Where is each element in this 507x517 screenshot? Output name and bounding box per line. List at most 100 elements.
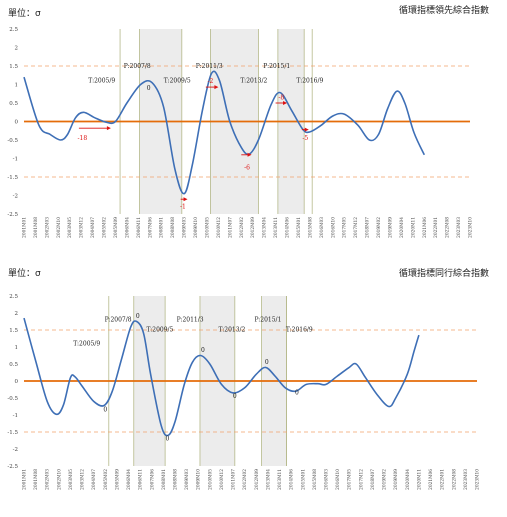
lead-lag-label: -18 bbox=[77, 135, 87, 142]
x-tick-label: 2002M10 bbox=[57, 217, 62, 238]
x-tick-label: 2005M02 bbox=[103, 217, 108, 238]
x-tick-label: 2020M04 bbox=[406, 469, 411, 490]
x-tick-label: 2003M05 bbox=[68, 217, 73, 238]
arrow-head bbox=[304, 127, 309, 132]
lead-lag-label: -5 bbox=[302, 135, 308, 142]
x-tick-label: 2011M07 bbox=[228, 217, 233, 238]
lead-lag-label: 0 bbox=[265, 359, 269, 366]
x-tick-label: 2006M11 bbox=[137, 217, 142, 238]
x-tick-label: 2006M11 bbox=[139, 469, 144, 490]
x-tick-label: 2002M10 bbox=[57, 469, 62, 490]
x-tick-label: 2008M08 bbox=[174, 469, 179, 490]
x-tick-label: 2016M03 bbox=[320, 217, 325, 238]
y-tick-label: -2 bbox=[13, 194, 18, 200]
x-tick-label: 2001M08 bbox=[34, 469, 39, 490]
x-tick-label: 2016M10 bbox=[336, 469, 341, 490]
y-tick-label: 0.5 bbox=[9, 362, 18, 368]
lead-lag-label: 0 bbox=[166, 436, 170, 443]
x-tick-label: 2009M10 bbox=[197, 469, 202, 490]
y-tick-label: -2.5 bbox=[7, 464, 18, 470]
arrow-head bbox=[247, 152, 252, 157]
cycle-label: P:2007/8 bbox=[105, 317, 132, 324]
x-tick-label: 2022M08 bbox=[452, 469, 457, 490]
y-tick-label: -1 bbox=[13, 413, 18, 419]
lead-lag-label: 0 bbox=[295, 390, 299, 397]
x-tick-label: 2002M03 bbox=[46, 469, 51, 490]
x-tick-label: 2017M12 bbox=[359, 469, 364, 490]
x-tick-label: 2008M01 bbox=[162, 469, 167, 490]
x-tick-label: 2008M01 bbox=[160, 217, 165, 238]
x-tick-label: 2017M05 bbox=[343, 217, 348, 238]
x-tick-label: 2020M04 bbox=[400, 217, 405, 238]
x-tick-label: 2020M11 bbox=[417, 469, 422, 490]
lead-lag-label: 0 bbox=[136, 313, 140, 320]
lead-lag-label: -8 bbox=[278, 94, 284, 101]
index-series-line bbox=[23, 317, 420, 437]
x-tick-label: 2010M05 bbox=[208, 469, 213, 490]
x-tick-label: 2003M12 bbox=[81, 469, 86, 490]
lead-lag-label: 0 bbox=[147, 85, 151, 92]
x-tick-label: 2019M09 bbox=[394, 469, 399, 490]
x-tick-label: 2007M06 bbox=[150, 469, 155, 490]
x-tick-label: 2016M10 bbox=[331, 217, 336, 238]
x-tick-label: 2003M05 bbox=[69, 469, 74, 490]
cycle-label: T:2016/9 bbox=[296, 78, 323, 85]
x-tick-label: 2009M03 bbox=[183, 217, 188, 238]
x-tick-label: 2023M03 bbox=[464, 469, 469, 490]
x-tick-label: 2004M07 bbox=[91, 217, 96, 238]
lead-lag-label: 0 bbox=[233, 393, 237, 400]
x-tick-label: 2015M01 bbox=[301, 469, 306, 490]
x-tick-label: 2005M09 bbox=[115, 469, 120, 490]
x-tick-label: 2013M11 bbox=[278, 469, 283, 490]
x-tick-label: 2005M09 bbox=[114, 217, 119, 238]
x-tick-label: 2019M02 bbox=[377, 217, 382, 238]
x-tick-label: 2023M10 bbox=[476, 469, 481, 490]
x-tick-label: 2014M06 bbox=[286, 217, 291, 238]
x-tick-label: 2006M04 bbox=[125, 217, 130, 238]
cycle-label: T:2009/5 bbox=[146, 327, 173, 334]
x-tick-label: 2003M12 bbox=[80, 217, 85, 238]
x-tick-label: 2018M07 bbox=[371, 469, 376, 490]
x-tick-label: 2005M02 bbox=[104, 469, 109, 490]
cycle-label: P:2011/3 bbox=[177, 317, 204, 324]
cycle-label: T:2005/9 bbox=[88, 78, 115, 85]
y-tick-label: -0.5 bbox=[7, 138, 18, 144]
x-tick-label: 2023M03 bbox=[457, 217, 462, 238]
y-tick-label: -2 bbox=[13, 447, 18, 453]
arrow-head bbox=[283, 101, 288, 105]
cycle-label: T:2016/9 bbox=[286, 327, 313, 334]
x-tick-label: 2015M08 bbox=[308, 217, 313, 238]
unit-label-1: 單位：σ bbox=[8, 9, 41, 19]
x-tick-label: 2009M03 bbox=[185, 469, 190, 490]
y-tick-label: 2 bbox=[15, 311, 19, 317]
x-tick-label: 2012M02 bbox=[243, 469, 248, 490]
cycle-label: T:2013/2 bbox=[218, 327, 245, 334]
cycle-label: P:2015/1 bbox=[263, 63, 290, 70]
x-tick-label: 2018M07 bbox=[366, 217, 371, 238]
x-tick-label: 2022M01 bbox=[434, 217, 439, 238]
x-tick-label: 2022M08 bbox=[446, 217, 451, 238]
y-tick-label: 2.5 bbox=[9, 294, 18, 300]
x-tick-label: 2013M04 bbox=[263, 217, 268, 238]
lead-lag-label: 0 bbox=[103, 407, 107, 414]
x-tick-label: 2010M12 bbox=[220, 469, 225, 490]
y-tick-label: 0 bbox=[15, 120, 19, 126]
leading-index-chart: 2.5 2 1.5 1 0.5 0 -0.5 -1 -1.5 -2 -2.5 2001M01 2001M… bbox=[7, 27, 473, 238]
arrow-head bbox=[183, 197, 188, 202]
y-tick-label: 1.5 bbox=[9, 328, 18, 334]
x-tick-label: 2020M11 bbox=[411, 217, 416, 238]
y-tick-label: 2.5 bbox=[9, 27, 18, 33]
x-tick-label: 2016M03 bbox=[325, 469, 330, 490]
y-tick-label: 1 bbox=[15, 83, 19, 89]
x-tick-label: 2004M07 bbox=[92, 469, 97, 490]
x-tick-label: 2012M09 bbox=[255, 469, 260, 490]
x-tick-label: 2007M06 bbox=[148, 217, 153, 238]
y-tick-label: -0.5 bbox=[7, 396, 18, 402]
cycle-label: T:2013/2 bbox=[240, 78, 267, 85]
cycle-label: T:2009/5 bbox=[164, 78, 191, 85]
cycle-label: P:2011/3 bbox=[196, 63, 223, 70]
lead-lag-label: -6 bbox=[244, 165, 250, 172]
index-series-line bbox=[23, 70, 426, 195]
lead-lag-label: -1 bbox=[180, 203, 186, 210]
